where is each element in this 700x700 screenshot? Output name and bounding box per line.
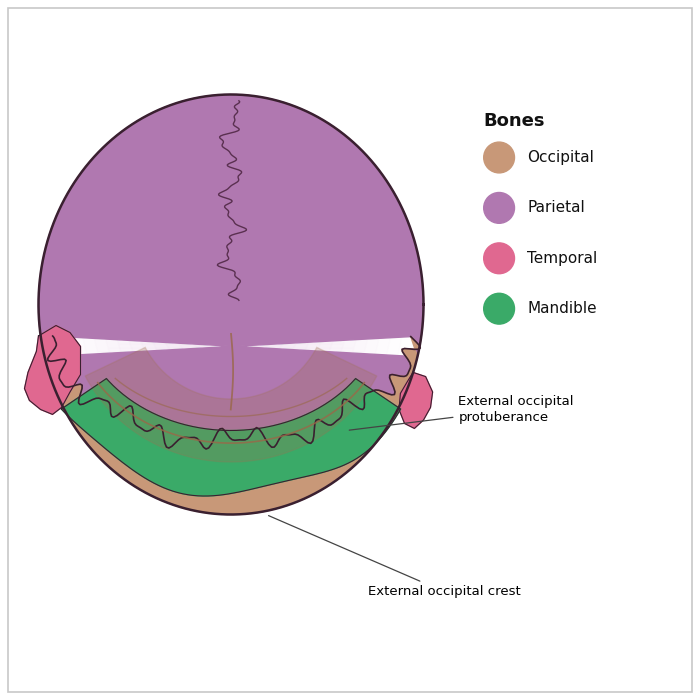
Text: Parietal: Parietal — [527, 200, 585, 216]
Text: External occipital
protuberance: External occipital protuberance — [349, 395, 574, 430]
Circle shape — [484, 193, 514, 223]
Polygon shape — [25, 326, 80, 414]
Polygon shape — [399, 372, 433, 428]
Polygon shape — [45, 336, 420, 514]
Polygon shape — [85, 347, 377, 462]
Polygon shape — [62, 379, 400, 496]
Text: Occipital: Occipital — [527, 150, 594, 165]
Circle shape — [484, 142, 514, 173]
Polygon shape — [38, 94, 423, 449]
Circle shape — [484, 243, 514, 274]
Text: External occipital crest: External occipital crest — [269, 516, 520, 598]
Text: Bones: Bones — [483, 111, 545, 130]
Circle shape — [484, 293, 514, 324]
Text: Mandible: Mandible — [527, 301, 596, 316]
Text: Temporal: Temporal — [527, 251, 597, 266]
